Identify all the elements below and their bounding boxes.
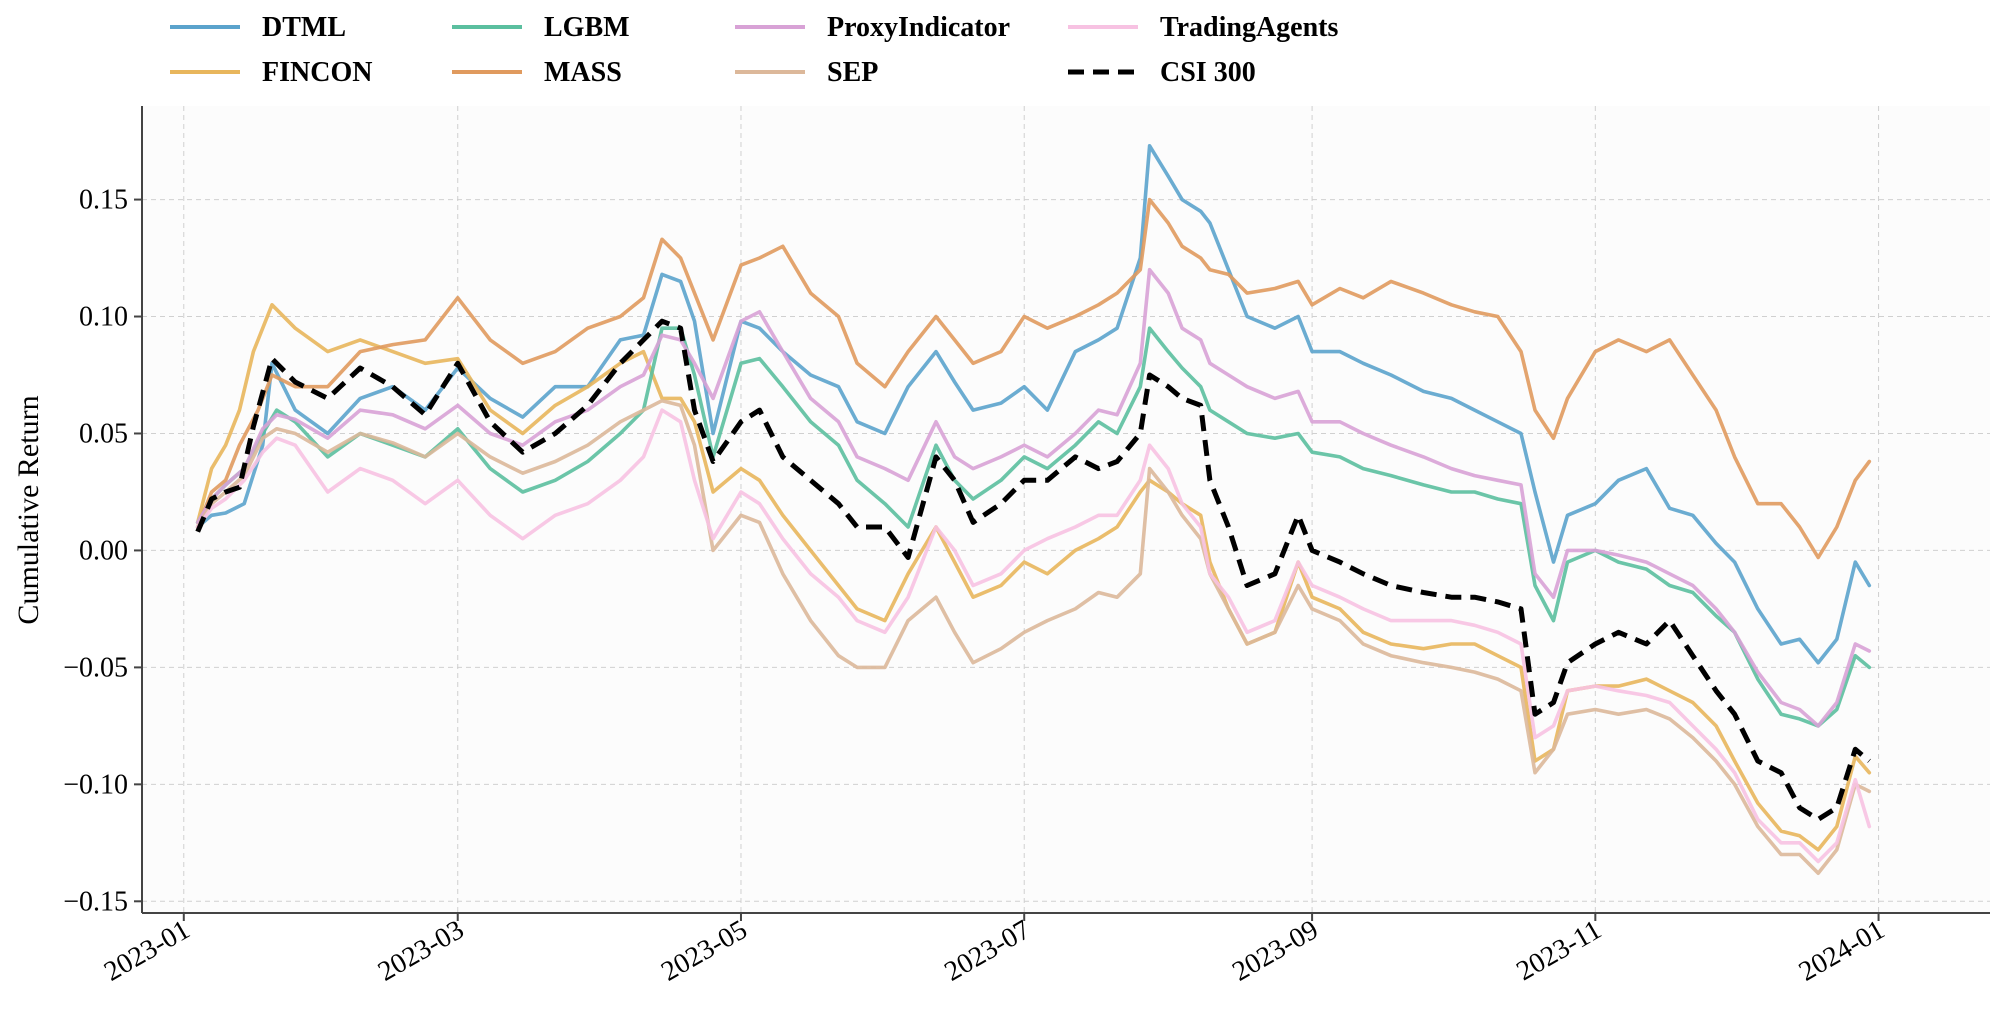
y-tick-label: 0.00 (79, 535, 128, 566)
plot-area (142, 106, 1990, 913)
legend-label-sep: SEP (827, 57, 878, 88)
legend-label-fincon: FINCON (262, 57, 372, 88)
axes (141, 106, 1990, 914)
legend: DTML FINCON LGBM MASS ProxyIndicator SEP Tradi… (170, 12, 1338, 88)
legend-label-dtml: DTML (262, 12, 346, 43)
series-line-sep (195, 398, 1872, 876)
series-line-lgbm (195, 326, 1872, 728)
series-line-proxyindicator (195, 267, 1872, 728)
y-tick-label: −0.15 (63, 886, 128, 917)
legend-label-csi-300: CSI 300 (1160, 57, 1256, 88)
series-line-dtml (195, 144, 1872, 665)
y-ticks: 0.15 0.10 0.05 0.00 −0.05 −0.10 −0.15 (63, 185, 142, 917)
y-tick-label: 0.05 (79, 418, 128, 449)
series-line-mass (195, 197, 1872, 560)
series-line-csi-300 (195, 318, 1871, 822)
legend-label-proxyindicator: ProxyIndicator (827, 12, 1010, 43)
series-line-fincon (195, 302, 1872, 852)
y-axis-title: Cumulative Return (12, 395, 45, 624)
y-tick-label: −0.10 (63, 769, 128, 800)
series-line-tradingagents (195, 408, 1872, 864)
legend-label-lgbm: LGBM (544, 12, 630, 43)
y-tick-label: −0.05 (63, 652, 128, 683)
legend-label-mass: MASS (544, 57, 622, 88)
y-tick-label: 0.15 (79, 185, 128, 216)
series-lines (195, 144, 1872, 876)
y-tick-label: 0.10 (79, 302, 128, 333)
legend-label-tradingagents: TradingAgents (1160, 12, 1338, 43)
